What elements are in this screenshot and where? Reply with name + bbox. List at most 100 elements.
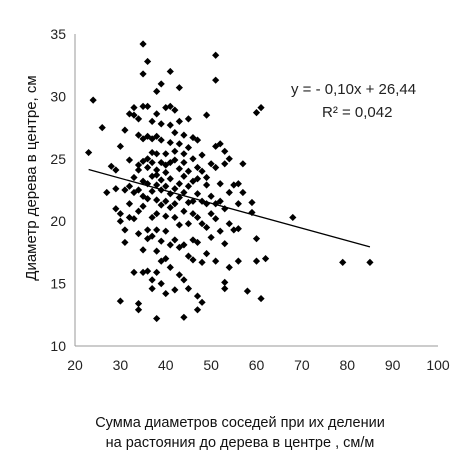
y-axis-ticks: 10 15 20 25 30 35 <box>50 26 66 354</box>
data-point <box>175 84 183 92</box>
data-point <box>162 227 170 235</box>
data-point <box>153 132 161 140</box>
data-point <box>166 241 174 249</box>
y-tick-label: 30 <box>50 88 66 104</box>
data-point <box>212 257 220 265</box>
data-point <box>193 238 202 247</box>
data-point <box>162 150 170 158</box>
data-point <box>252 109 261 117</box>
data-point <box>162 255 170 263</box>
x-tick-label: 40 <box>158 357 174 373</box>
data-point <box>134 230 143 238</box>
data-point <box>221 147 229 155</box>
data-point <box>157 80 165 88</box>
x-tick-label: 100 <box>426 357 450 373</box>
data-point <box>198 298 206 306</box>
data-point <box>134 115 143 123</box>
data-point <box>121 238 129 247</box>
data-point <box>212 51 220 59</box>
data-point <box>130 268 138 276</box>
data-point <box>216 180 224 188</box>
data-point <box>180 276 188 284</box>
data-point <box>153 226 161 234</box>
data-point <box>216 140 224 148</box>
data-point <box>166 138 174 147</box>
data-point <box>130 111 138 119</box>
data-point <box>202 223 211 232</box>
data-point <box>175 180 183 188</box>
data-point <box>166 203 174 212</box>
data-point <box>193 175 202 183</box>
x-axis-label-line-2: на растояния до дерева в центре , см/м <box>105 434 375 451</box>
data-point <box>180 188 188 197</box>
x-axis-label-line-1: Сумма диаметров соседей при их делении <box>95 415 385 431</box>
r-squared-label: R² = 0,042 <box>322 104 392 121</box>
x-tick-label: 20 <box>67 357 83 373</box>
data-point <box>157 136 165 144</box>
data-point <box>157 280 165 288</box>
data-point <box>234 180 242 188</box>
data-point <box>198 151 206 159</box>
data-point <box>175 271 183 279</box>
data-point <box>107 162 115 170</box>
data-point <box>139 268 147 276</box>
data-point <box>198 258 206 266</box>
data-point <box>153 268 161 276</box>
data-point <box>162 289 170 298</box>
data-point <box>225 188 233 197</box>
data-point <box>162 197 170 205</box>
data-point <box>153 166 161 174</box>
data-point <box>144 57 152 66</box>
data-point <box>252 235 261 243</box>
data-point <box>216 197 224 205</box>
x-axis-label: Сумма диаметров соседей при их делении н… <box>40 414 440 453</box>
data-point <box>144 195 152 203</box>
data-point <box>216 227 224 235</box>
data-point <box>166 175 174 183</box>
data-point <box>184 182 193 190</box>
y-tick-label: 15 <box>50 276 66 292</box>
data-point <box>184 252 193 260</box>
y-tick-label: 25 <box>50 151 66 167</box>
data-point <box>180 207 188 215</box>
data-point <box>175 165 183 173</box>
data-point <box>153 247 161 255</box>
data-point <box>339 258 347 266</box>
data-point <box>116 142 124 150</box>
data-point <box>157 201 165 209</box>
data-point <box>157 176 165 184</box>
data-point <box>189 256 197 264</box>
data-point <box>184 143 193 152</box>
y-tick-label: 10 <box>50 338 66 354</box>
data-point <box>225 220 233 228</box>
data-point <box>153 196 161 204</box>
data-point <box>207 192 215 200</box>
data-point <box>171 156 179 164</box>
data-point <box>202 250 211 258</box>
data-point <box>116 210 124 218</box>
data-point <box>144 102 152 110</box>
data-point <box>153 314 161 323</box>
data-point <box>166 121 174 129</box>
data-point <box>139 246 147 254</box>
data-point <box>134 299 143 308</box>
data-point <box>193 163 202 172</box>
data-point <box>207 210 215 218</box>
data-point <box>234 257 242 265</box>
data-point <box>153 210 161 218</box>
data-point <box>148 276 156 284</box>
data-point <box>148 213 156 222</box>
data-point <box>248 198 256 207</box>
data-point <box>121 126 129 134</box>
data-point <box>134 186 143 194</box>
data-point <box>193 136 202 144</box>
data-point <box>125 182 134 190</box>
data-point <box>193 190 202 198</box>
data-point <box>184 115 193 123</box>
x-tick-label: 80 <box>339 357 355 373</box>
data-point <box>148 117 156 125</box>
data-point <box>202 181 211 189</box>
data-point <box>171 200 179 208</box>
data-point <box>171 185 179 193</box>
data-point <box>225 263 233 271</box>
